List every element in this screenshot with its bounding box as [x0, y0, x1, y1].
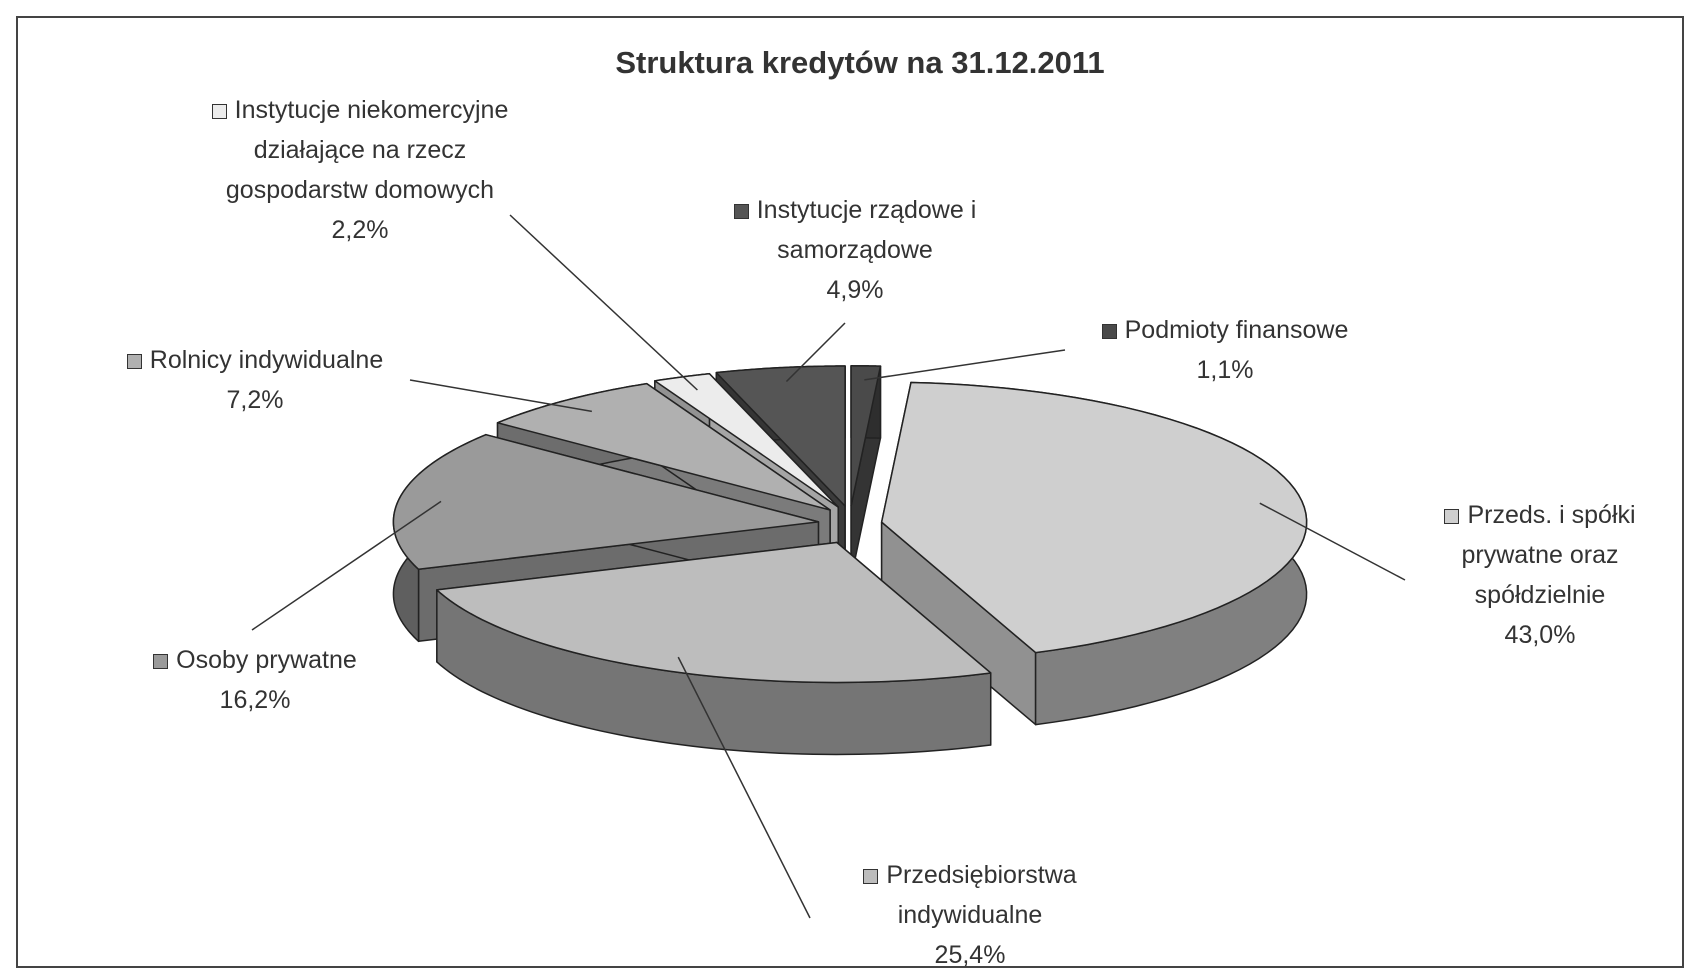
- slice-top: [715, 365, 846, 507]
- slice-top: [850, 365, 882, 507]
- category-label: Podmioty finansowe: [1124, 316, 1349, 344]
- value-label: 16,2%: [219, 686, 291, 714]
- slice: [880, 381, 1308, 726]
- data-label: Przedsiębiorstwa indywidualne 25,4%: [810, 855, 1130, 975]
- value-label: 4,9%: [826, 276, 884, 304]
- category-label: Przeds. i spółki prywatne oraz spółdziel…: [1461, 501, 1636, 609]
- chart-title: Struktura kredytów na 31.12.2011: [615, 45, 1105, 80]
- value-label: 7,2%: [226, 386, 284, 414]
- category-label: Osoby prywatne: [176, 646, 357, 674]
- legend-swatch: [863, 868, 879, 884]
- legend-swatch: [153, 653, 169, 669]
- frame: [16, 16, 1684, 968]
- legend-swatch: [1101, 323, 1117, 339]
- data-label: Instytucje rządowe i samorządowe 4,9%: [680, 190, 1030, 310]
- leader-line: [409, 379, 592, 413]
- legend-swatch: [1444, 508, 1460, 524]
- data-label: Podmioty finansowe 1,1%: [1060, 310, 1390, 390]
- value-label: 1,1%: [1196, 356, 1254, 384]
- value-label: 25,4%: [934, 941, 1006, 969]
- leader-line: [864, 349, 1066, 381]
- data-label: Osoby prywatne 16,2%: [90, 640, 420, 720]
- legend-swatch: [211, 103, 227, 119]
- value-label: 2,2%: [331, 216, 389, 244]
- leader-line: [677, 656, 811, 919]
- category-label: Instytucje niekomercyjne działające na r…: [225, 96, 509, 204]
- leader-line: [509, 214, 698, 391]
- leader-line: [1259, 502, 1406, 581]
- legend-swatch: [733, 203, 749, 219]
- leader-line: [785, 322, 846, 383]
- slice: [850, 365, 882, 579]
- slice-top: [496, 382, 831, 511]
- slice-top: [654, 372, 839, 508]
- category-label: Instytucje rządowe i samorządowe: [756, 196, 977, 264]
- legend-swatch: [126, 353, 142, 369]
- category-label: Rolnicy indywidualne: [149, 346, 384, 374]
- category-label: Przedsiębiorstwa indywidualne: [886, 861, 1077, 929]
- data-label: Przeds. i spółki prywatne oraz spółdziel…: [1410, 495, 1670, 655]
- leader-line: [251, 500, 442, 631]
- data-label: Rolnicy indywidualne 7,2%: [80, 340, 430, 420]
- slice-top: [436, 541, 992, 684]
- value-label: 43,0%: [1504, 621, 1576, 649]
- data-label: Instytucje niekomercyjne działające na r…: [200, 90, 520, 250]
- slice-top: [880, 381, 1308, 654]
- slice: [436, 541, 992, 756]
- slice-top: [392, 433, 820, 571]
